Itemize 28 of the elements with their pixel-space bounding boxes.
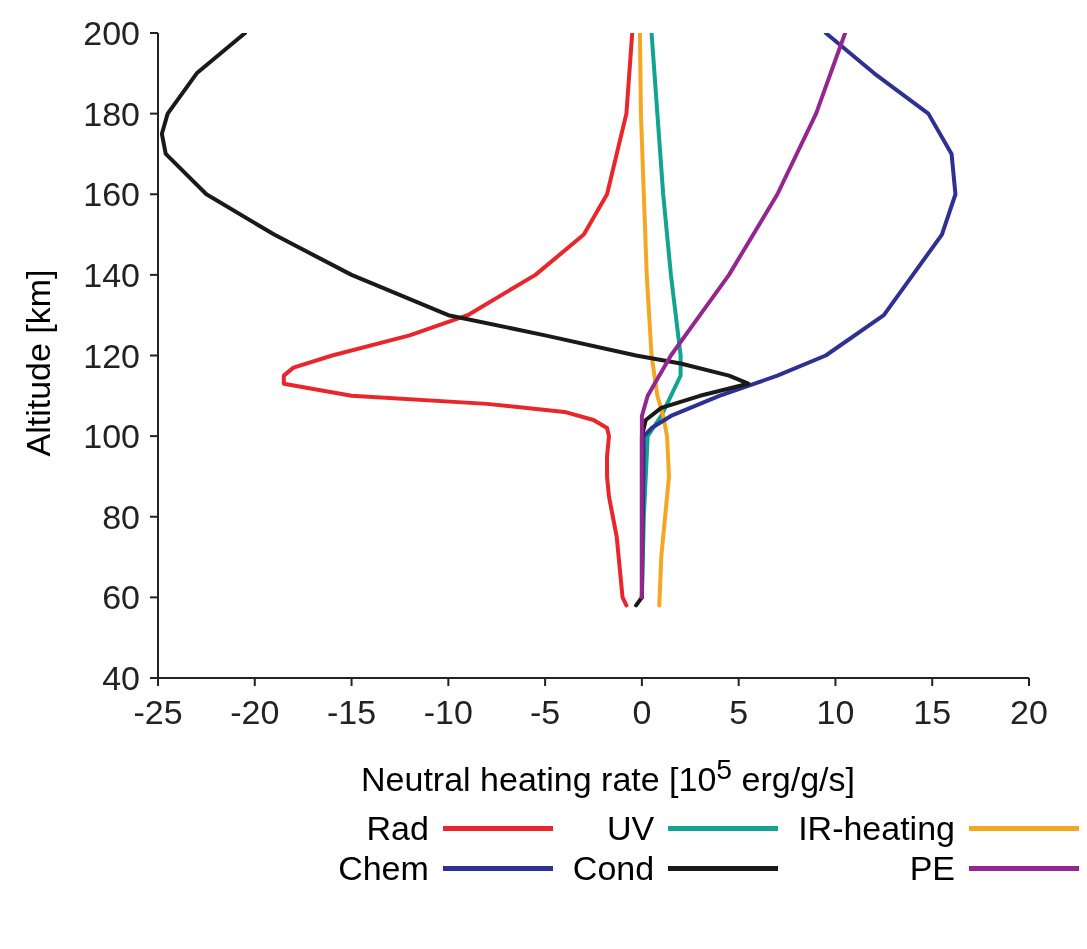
x-tick-label: 5 [729, 693, 749, 732]
y-axis-title: Altitude [km] [18, 269, 58, 457]
y-tick-label: 80 [102, 497, 140, 536]
x-tick-label: -5 [529, 693, 561, 732]
line-series [281, 33, 635, 608]
y-tick-label: 120 [83, 336, 140, 375]
x-tick-label: 15 [913, 693, 952, 732]
legend-label: Cond [572, 848, 655, 888]
x-tick-label: -20 [230, 693, 280, 732]
y-tick-label: 180 [83, 94, 140, 133]
y-tick-label: 140 [83, 255, 140, 294]
x-tick-label: -10 [423, 693, 473, 732]
x-tick-label: 20 [1010, 693, 1048, 732]
legend-label: PE [909, 848, 955, 888]
y-tick-label: 60 [102, 578, 140, 617]
legend-label: IR-heating [798, 808, 955, 848]
y-tick-label: 100 [83, 417, 140, 456]
line-series [639, 33, 848, 600]
legend-label: Chem [338, 848, 429, 888]
y-tick-label: 160 [83, 175, 140, 214]
legend-label: UV [606, 808, 655, 848]
y-tick-label: 200 [83, 14, 140, 53]
x-tick-label: 0 [632, 693, 652, 732]
x-axis-title: Neutral heating rate [10$^{5}$ erg/g/s] [361, 753, 855, 800]
line-series [637, 33, 671, 608]
legend-label: Rad [366, 808, 429, 848]
x-tick-label: -15 [326, 693, 377, 732]
x-tick-label: 10 [816, 693, 855, 732]
